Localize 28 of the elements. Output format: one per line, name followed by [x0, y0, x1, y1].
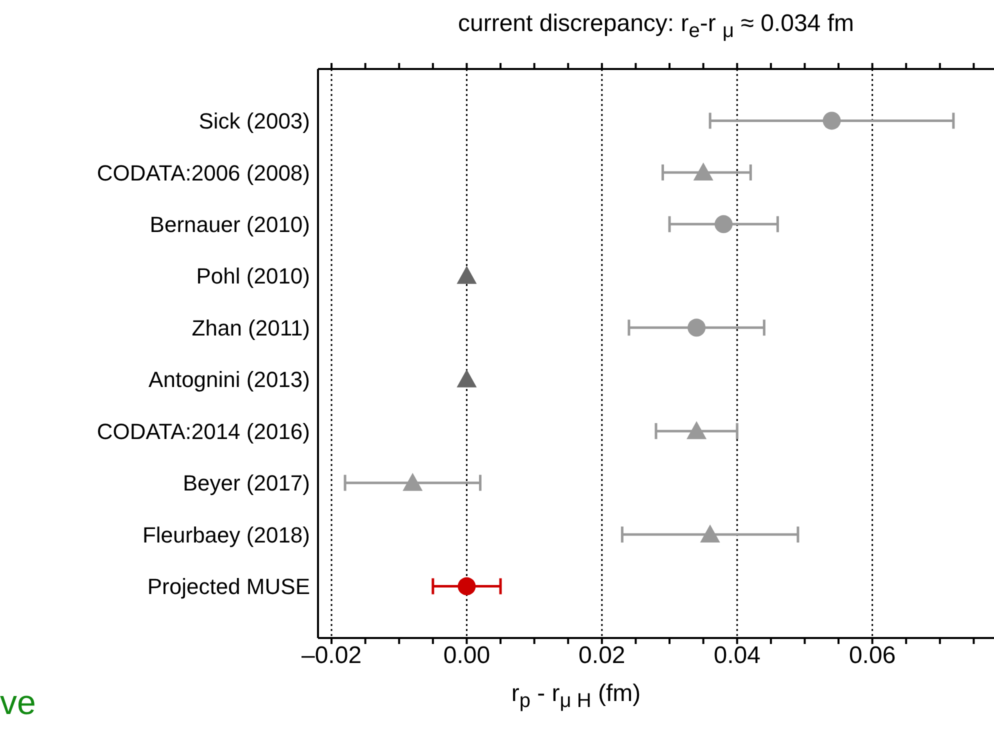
y-tick-label: Bernauer (2010): [150, 212, 310, 237]
x-tick-label: –0.02: [301, 642, 362, 670]
x-tick-label: 0.06: [848, 642, 896, 670]
y-tick-label: Antognini (2013): [148, 367, 310, 392]
chart-title: current discrepancy: r$_{e}$-r $_{μ}$ ≈ 0.034 fm: [457, 10, 855, 43]
point: [822, 112, 841, 130]
x-tick-label: 0.04: [714, 642, 760, 670]
point: [700, 524, 720, 543]
point: [456, 266, 477, 284]
y-tick-label: Beyer (2017): [182, 470, 310, 496]
y-tick-label: Pohl (2010): [196, 264, 310, 289]
point: [458, 577, 476, 596]
y-tick-label: CODATA:2006 (2008): [96, 160, 310, 186]
text: ve: [0, 684, 36, 723]
point: [456, 369, 477, 388]
point: [688, 318, 706, 337]
y-tick-label: Zhan (2011): [192, 315, 310, 340]
y-tick-label: Fleurbaey (2018): [142, 522, 310, 548]
point: [686, 421, 707, 440]
y-tick-label: CODATA:2014 (2016): [96, 418, 310, 444]
x-tick-label: 0.00: [443, 642, 490, 670]
point: [402, 472, 423, 491]
point: [714, 215, 733, 234]
x-tick-label: 0.02: [578, 642, 626, 670]
y-tick-label: Projected MUSE: [147, 574, 310, 600]
y-tick-label: Sick (2003): [198, 108, 310, 134]
point: [693, 162, 714, 180]
x-axis-title: r$_{p}$ - r$_{μ H}$ (fm): [510, 680, 642, 713]
